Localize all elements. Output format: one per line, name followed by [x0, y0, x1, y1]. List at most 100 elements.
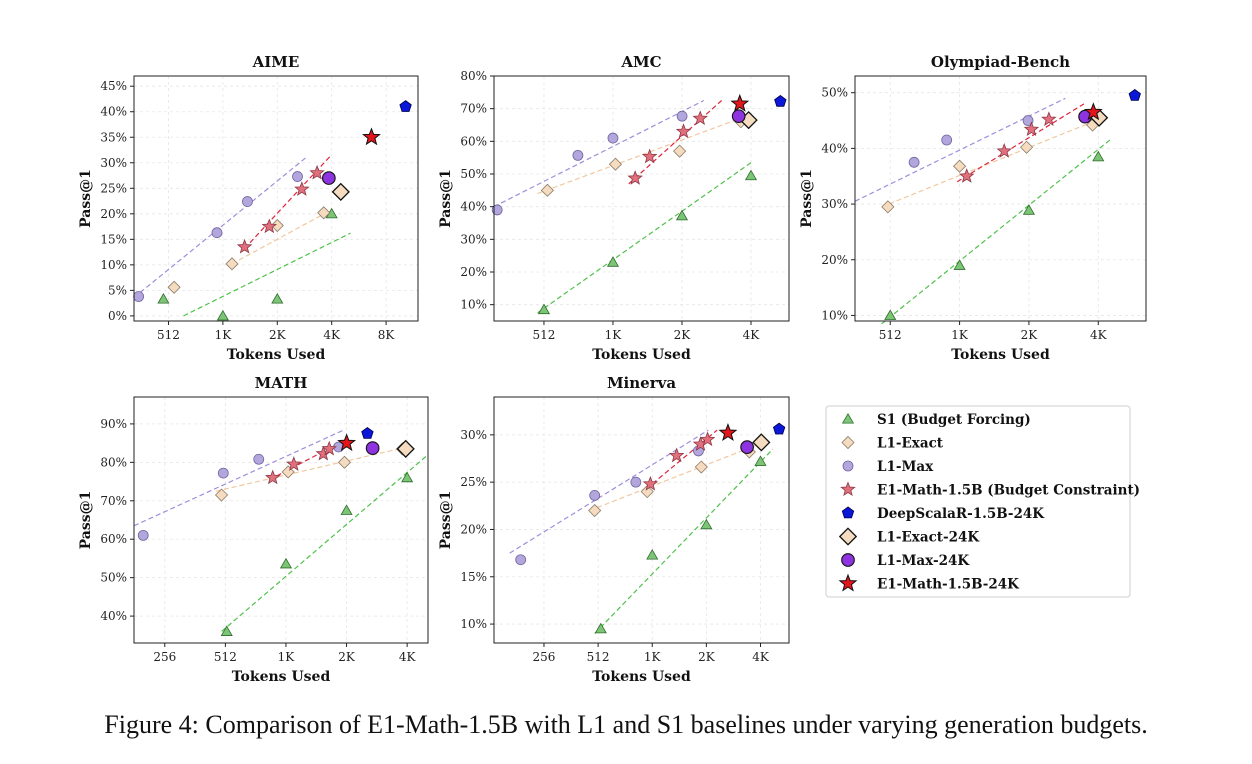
chart-title: MATH	[255, 374, 308, 392]
y-tick-label: 30%	[460, 428, 487, 442]
data-point-e1	[1041, 111, 1057, 126]
fit-line-l1-exact	[231, 209, 333, 265]
y-tick-label: 80%	[460, 69, 487, 83]
data-point-s1	[401, 471, 414, 483]
y-tick-label: 0%	[108, 309, 127, 323]
data-point-l1-exact	[337, 455, 352, 469]
data-point-e1	[996, 143, 1012, 158]
y-tick-label: 10%	[460, 298, 487, 312]
legend-label-l1-exact: L1-Exact	[877, 436, 944, 452]
y-tick-label: 60%	[100, 532, 127, 546]
x-tick-label: 2K	[674, 328, 692, 342]
x-tick-label: 2K	[1021, 328, 1039, 342]
legend-label-deepscalar: DeepScalaR-1.5B-24K	[877, 506, 1045, 522]
y-tick-label: 10%	[460, 617, 487, 631]
x-tick-label: 512	[533, 328, 556, 342]
y-tick-label: 25%	[460, 475, 487, 489]
chart-panel-math: 256 512 1K 2K 4K 40% 50% 60% 70% 80% 90% MATH Tokens…	[78, 374, 429, 685]
legend-marker-l1-max	[842, 460, 854, 472]
data-point-l1-max-24k	[321, 171, 336, 185]
data-point-l1-max	[607, 132, 619, 144]
legend: S1 (Budget Forcing) L1-Exact L1-Max E1-Math…	[825, 405, 1140, 598]
x-tick-label: 1K	[951, 328, 969, 342]
y-tick-label: 90%	[100, 417, 127, 431]
data-point-l1-exact	[694, 460, 708, 474]
data-point-l1-max	[941, 134, 953, 146]
data-point-s1	[884, 309, 897, 320]
y-tick-label: 20%	[460, 522, 487, 536]
data-point-e1	[668, 447, 685, 463]
data-point-e1	[265, 469, 281, 485]
data-point-l1-max	[133, 291, 145, 302]
data-point-l1-max	[217, 467, 229, 479]
data-point-l1-max	[589, 489, 601, 501]
y-tick-label: 40%	[821, 141, 848, 155]
y-tick-label: 5%	[108, 283, 127, 297]
legend-marker-deepscalar	[841, 506, 855, 519]
data-point-e1	[321, 440, 337, 456]
fit-line-e1	[956, 103, 1085, 183]
chart-title: Olympiad-Bench	[931, 53, 1070, 71]
data-point-l1-exact	[953, 159, 967, 173]
chart-panel-aime: 512 1K 2K 4K 8K 0% 5% 10% 15% 20% 25% 30% 35% 40% 45% A…	[78, 53, 419, 363]
data-point-e1	[641, 148, 658, 164]
y-tick-label: 40%	[100, 105, 127, 119]
y-tick-label: 25%	[100, 181, 127, 195]
data-point-e1	[675, 123, 692, 139]
data-point-s1	[157, 293, 170, 304]
data-point-l1-exact	[317, 206, 331, 220]
fit-line-l1-max	[133, 429, 345, 527]
chart-title: Minerva	[607, 374, 676, 392]
data-point-s1	[744, 169, 758, 181]
x-tick-label: 512	[157, 328, 180, 342]
x-tick-label: 1K	[278, 650, 296, 664]
data-point-e1-24k	[718, 423, 738, 441]
x-tick-label: 4K	[1090, 328, 1108, 342]
y-axis-label: Pass@1	[438, 169, 454, 228]
x-tick-label: 512	[587, 650, 610, 664]
fit-line-s1	[183, 232, 351, 317]
fit-line-l1-exact	[881, 119, 1097, 208]
data-point-l1-exact	[540, 183, 554, 197]
fit-line-l1-max	[133, 157, 307, 298]
chart-title: AMC	[620, 53, 661, 71]
data-point-l1-max	[137, 529, 149, 541]
x-axis-label: Tokens Used	[951, 347, 1050, 363]
figure-caption: Figure 4: Comparison of E1-Math-1.5B wit…	[104, 710, 1148, 739]
data-point-e1	[642, 475, 659, 491]
legend-label-e1: E1-Math-1.5B (Budget Constraint)	[877, 483, 1140, 499]
fit-line-s1	[594, 448, 774, 634]
data-point-l1-max	[211, 227, 223, 239]
data-point-l1-max-24k	[740, 440, 754, 454]
y-axis-label: Pass@1	[438, 491, 454, 550]
legend-marker-l1-exact-24k	[838, 527, 858, 546]
legend-label-e1-24k: E1-Math-1.5B-24K	[877, 577, 1020, 593]
data-point-s1	[537, 303, 551, 315]
legend-marker-s1	[841, 413, 855, 424]
data-point-deepscalar	[772, 422, 786, 435]
data-point-e1	[294, 181, 310, 196]
data-point-s1	[1092, 150, 1105, 162]
x-axis-label: Tokens Used	[232, 669, 331, 685]
data-point-l1-max	[630, 476, 642, 488]
y-tick-label: 50%	[821, 86, 848, 100]
data-point-l1-max	[491, 204, 503, 216]
data-point-l1-exact	[1019, 140, 1034, 154]
y-tick-label: 35%	[100, 130, 127, 144]
y-tick-label: 70%	[460, 102, 487, 116]
y-tick-label: 15%	[460, 570, 487, 584]
data-point-e1-24k	[362, 127, 381, 146]
data-point-s1	[340, 504, 353, 515]
data-point-l1-exact	[167, 280, 181, 294]
data-point-s1	[953, 259, 966, 270]
legend-marker-l1-exact	[841, 435, 855, 450]
data-point-l1-exact-24k	[752, 433, 771, 452]
x-tick-label: 4K	[752, 650, 770, 664]
data-point-l1-exact	[608, 157, 623, 171]
y-tick-label: 40%	[100, 609, 127, 623]
y-tick-label: 80%	[100, 455, 127, 469]
fit-line-l1-exact	[589, 443, 759, 512]
chart-panel-olympiad-bench: 512 1K 2K 4K 10% 20% 30% 40% 50% Olympiad-Bench To…	[799, 53, 1147, 363]
x-tick-label: 512	[214, 650, 237, 664]
x-tick-label: 2K	[269, 328, 287, 342]
